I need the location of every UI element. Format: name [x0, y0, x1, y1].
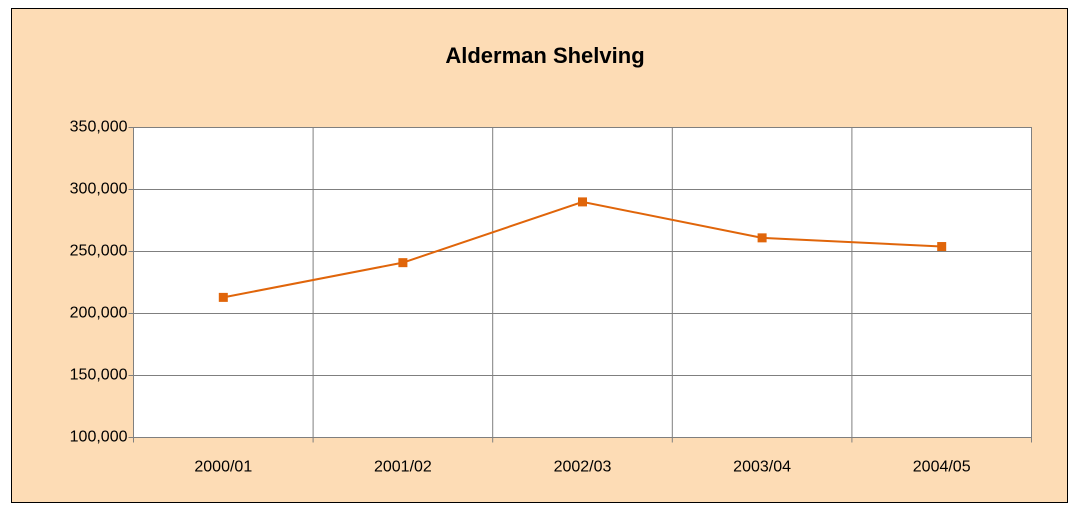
marker [218, 292, 228, 302]
y-tick-label: 150,000 [70, 367, 128, 384]
y-tick-label: 350,000 [70, 119, 128, 136]
x-tick-label: 2002/03 [554, 459, 612, 476]
x-tick-label: 2001/02 [374, 459, 432, 476]
y-tick-label: 300,000 [70, 181, 128, 198]
x-tick-label: 2003/04 [733, 459, 791, 476]
y-tick-label: 200,000 [70, 305, 128, 322]
marker [937, 242, 947, 252]
chart-title: Alderman Shelving [445, 43, 644, 68]
plot-area [133, 127, 1032, 438]
marker [757, 233, 767, 243]
y-tick-label: 250,000 [70, 243, 128, 260]
marker [578, 197, 587, 207]
y-tick-label: 100,000 [70, 429, 128, 446]
marker [398, 258, 408, 268]
x-tick-label: 2004/05 [913, 459, 971, 476]
x-tick-label: 2000/01 [194, 459, 252, 476]
